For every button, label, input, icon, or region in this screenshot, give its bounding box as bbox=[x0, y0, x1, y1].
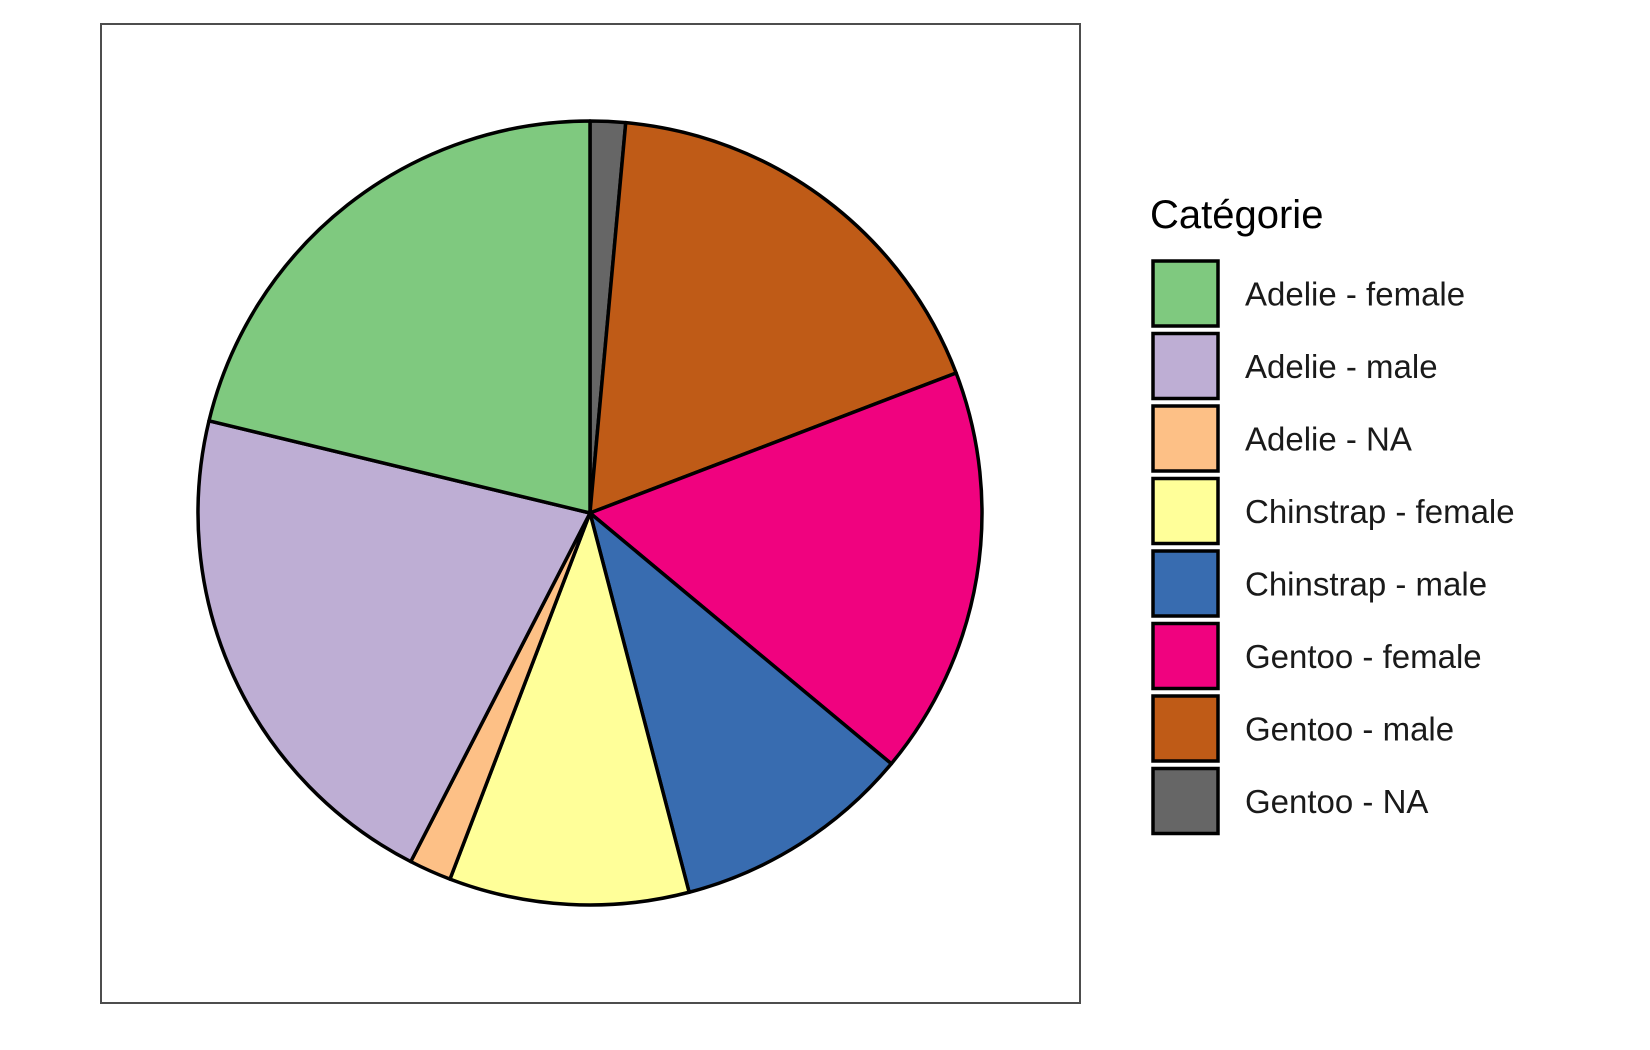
legend-item-adelie-female: Adelie - female bbox=[1151, 259, 1465, 328]
pie-slice-adelie-female bbox=[207, 119, 592, 515]
legend-item-gentoo-male: Gentoo - male bbox=[1151, 694, 1454, 763]
legend-label-gentoo-na: Gentoo - NA bbox=[1245, 783, 1428, 820]
legend-key-chinstrap-male bbox=[1151, 549, 1220, 618]
legend-label-gentoo-male: Gentoo - male bbox=[1245, 711, 1454, 748]
legend-key-adelie-na bbox=[1151, 404, 1220, 473]
legend-item-adelie-na: Adelie - NA bbox=[1151, 404, 1412, 473]
legend-label-adelie-male: Adelie - male bbox=[1245, 348, 1438, 385]
legend-items: Adelie - female Adelie - male Adelie - NA C… bbox=[1151, 259, 1515, 836]
legend-key-adelie-female bbox=[1151, 259, 1220, 328]
pie-slice-chinstrap-female bbox=[448, 511, 691, 907]
legend-item-chinstrap-female: Chinstrap - female bbox=[1151, 476, 1515, 546]
legend-item-gentoo-female: Gentoo - female bbox=[1151, 621, 1482, 691]
legend-key-gentoo-na bbox=[1151, 766, 1220, 836]
legend-item-chinstrap-male: Chinstrap - male bbox=[1151, 549, 1487, 618]
legend-key-gentoo-male bbox=[1151, 694, 1220, 763]
pie-slice-gentoo-male bbox=[588, 120, 958, 515]
pie-slice-gentoo-female bbox=[588, 371, 984, 766]
pie-slices bbox=[196, 119, 984, 907]
legend-label-gentoo-female: Gentoo - female bbox=[1245, 638, 1482, 675]
legend-label-adelie-female: Adelie - female bbox=[1245, 276, 1465, 313]
legend-label-chinstrap-male: Chinstrap - male bbox=[1245, 566, 1487, 603]
legend-label-adelie-na: Adelie - NA bbox=[1245, 421, 1412, 458]
legend-title: Catégorie bbox=[1150, 193, 1323, 237]
legend-key-gentoo-female bbox=[1151, 621, 1220, 691]
legend-item-gentoo-na: Gentoo - NA bbox=[1151, 766, 1428, 836]
pie-slice-adelie-male bbox=[196, 419, 592, 864]
legend-key-chinstrap-female bbox=[1151, 476, 1220, 546]
legend-key-adelie-male bbox=[1151, 331, 1220, 401]
legend-item-adelie-male: Adelie - male bbox=[1151, 331, 1438, 401]
legend-label-chinstrap-female: Chinstrap - female bbox=[1245, 493, 1515, 530]
